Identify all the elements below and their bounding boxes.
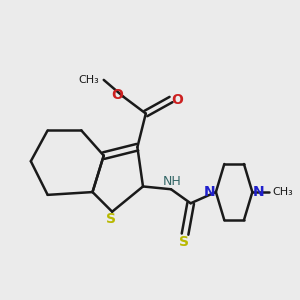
Text: S: S [179,235,189,249]
Text: NH: NH [163,175,182,188]
Text: CH₃: CH₃ [273,187,294,197]
Text: O: O [111,88,123,102]
Text: O: O [171,92,183,106]
Text: CH₃: CH₃ [78,75,99,85]
Text: S: S [106,212,116,226]
Text: N: N [204,185,215,199]
Text: N: N [253,185,264,199]
